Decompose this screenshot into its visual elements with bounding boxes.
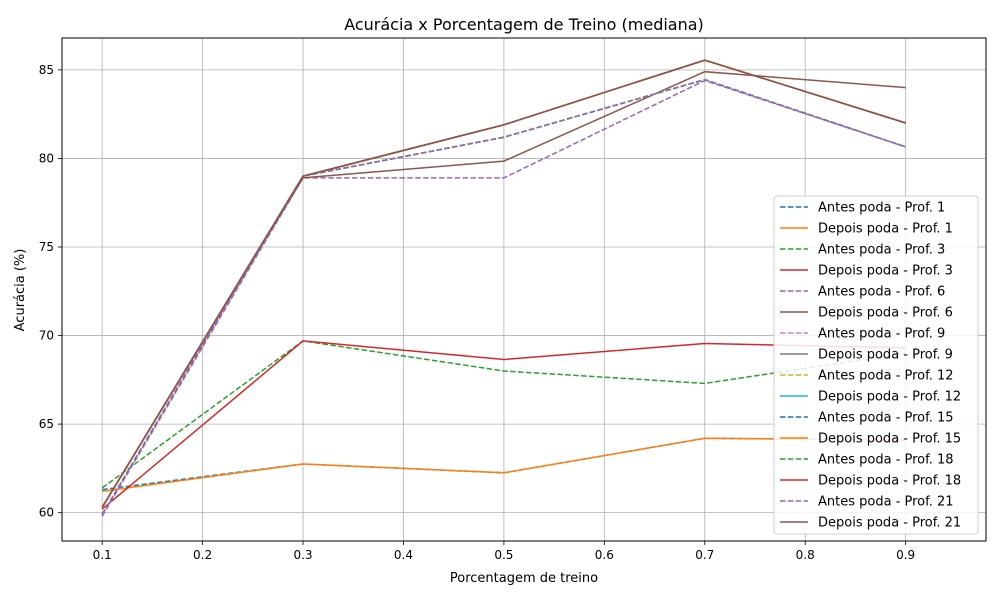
legend-label: Antes poda - Prof. 9 (818, 327, 945, 342)
legend-label: Depois poda - Prof. 6 (818, 306, 953, 321)
x-tick-label: 0.1 (93, 548, 112, 562)
x-axis-label: Porcentagem de treino (450, 571, 598, 586)
y-tick-label: 85 (39, 63, 54, 77)
legend-label: Antes poda - Prof. 21 (818, 495, 954, 510)
series-line (101, 340, 906, 510)
y-tick-label: 70 (39, 329, 54, 343)
y-tick-label: 75 (39, 240, 54, 254)
x-tick-label: 0.2 (193, 548, 212, 562)
legend-label: Antes poda - Prof. 18 (818, 453, 954, 468)
series-lines (101, 59, 906, 517)
legend-label: Depois poda - Prof. 9 (818, 348, 953, 363)
x-axis-ticks: 0.1 0.2 0.3 0.4 0.5 0.6 0.7 0.8 0.9 (93, 541, 915, 562)
legend-label: Antes poda - Prof. 1 (818, 201, 945, 216)
series-line (102, 437, 906, 493)
y-tick-label: 60 (39, 506, 54, 520)
x-tick-label: 0.8 (796, 548, 815, 562)
y-axis-label: Acurácia (%) (13, 249, 28, 332)
chart-title: Acurácia x Porcentagem de Treino (median… (344, 15, 704, 34)
legend-label: Depois poda - Prof. 1 (818, 222, 953, 237)
legend-label: Antes poda - Prof. 6 (818, 285, 945, 300)
series-line (101, 59, 906, 508)
legend-box (773, 195, 979, 535)
y-tick-label: 65 (39, 417, 54, 431)
series-line (101, 340, 906, 489)
y-axis-ticks: 60 65 70 75 80 85 (39, 63, 62, 520)
x-tick-label: 0.7 (695, 548, 714, 562)
y-tick-label: 80 (39, 151, 54, 165)
legend-items: Antes poda - Prof. 1 Depois poda - Prof. … (780, 201, 961, 531)
x-tick-label: 0.3 (293, 548, 312, 562)
legend-label: Depois poda - Prof. 12 (818, 390, 961, 405)
legend-label: Depois poda - Prof. 21 (818, 516, 961, 531)
legend-label: Antes poda - Prof. 15 (818, 411, 954, 426)
x-tick-label: 0.6 (595, 548, 614, 562)
x-tick-label: 0.9 (896, 548, 915, 562)
legend-label: Antes poda - Prof. 3 (818, 243, 945, 258)
legend-label: Antes poda - Prof. 12 (818, 369, 954, 384)
legend-label: Depois poda - Prof. 18 (818, 474, 961, 489)
series-line (101, 78, 906, 515)
legend: Antes poda - Prof. 1 Depois poda - Prof. … (773, 195, 979, 535)
x-tick-label: 0.4 (394, 548, 413, 562)
legend-label: Depois poda - Prof. 3 (818, 264, 953, 279)
legend-label: Depois poda - Prof. 15 (818, 432, 961, 447)
x-tick-label: 0.5 (494, 548, 513, 562)
plot-frame (61, 37, 987, 542)
